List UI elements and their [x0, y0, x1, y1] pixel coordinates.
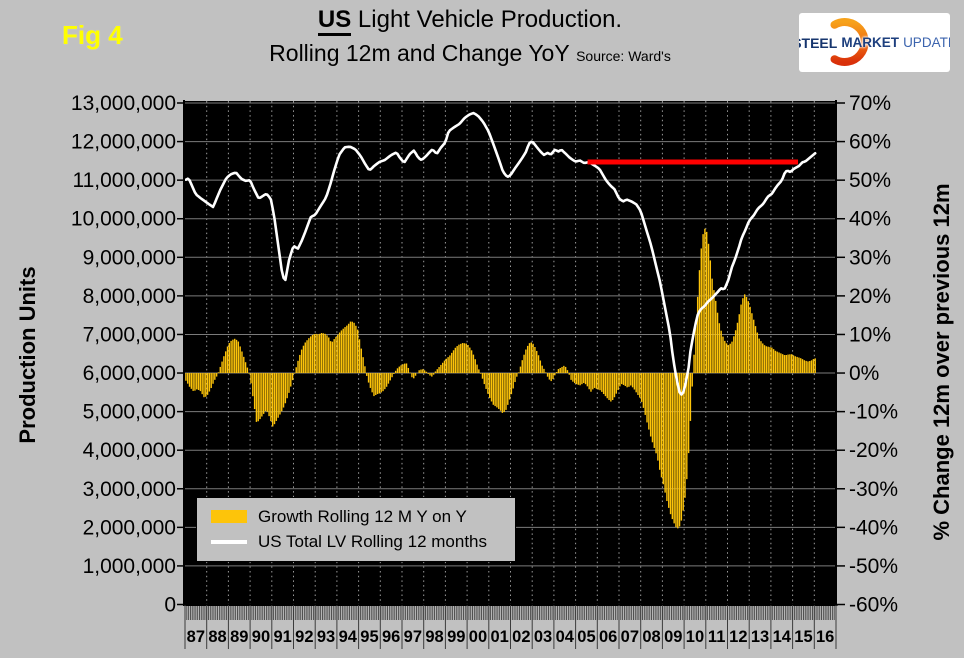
left-tick-label: 1,000,000: [83, 555, 176, 578]
left-tick-label: 8,000,000: [83, 285, 176, 308]
left-tick-label: 12,000,000: [71, 131, 176, 154]
left-tick-label: 11,000,000: [72, 169, 176, 192]
x-tick-label: 89: [230, 628, 248, 646]
source-note: Source: Ward's: [576, 48, 671, 64]
right-tick-label: -30%: [849, 478, 898, 501]
x-tick-label: 04: [556, 628, 575, 646]
left-tick-label: 13,000,000: [71, 92, 176, 115]
left-tick-label: 4,000,000: [83, 439, 176, 462]
x-tick-label: 95: [360, 628, 378, 646]
chart-title-us: US: [317, 6, 352, 36]
left-tick-label: 0: [164, 594, 176, 617]
left-tick-label: 5,000,000: [83, 401, 176, 424]
x-tick-label: 91: [273, 628, 291, 646]
x-tick-label: 09: [664, 628, 682, 646]
left-tick-label: 6,000,000: [83, 362, 176, 385]
x-tick-label: 88: [208, 628, 226, 646]
right-tick-label: 20%: [849, 285, 891, 308]
right-tick-label: 40%: [849, 208, 891, 231]
x-tick-label: 02: [512, 628, 530, 646]
chart-title-line2: Rolling 12m and Change YoY Source: Ward'…: [269, 40, 671, 66]
figure-number-label: Fig 4: [62, 20, 123, 50]
x-tick-label: 96: [382, 628, 400, 646]
left-tick-label: 7,000,000: [83, 323, 176, 346]
right-tick-label: -20%: [849, 439, 898, 462]
logo-word-steel: STEEL: [799, 34, 838, 51]
x-tick-label: 93: [317, 628, 335, 646]
chart-title-rest: Light Vehicle Production.: [351, 6, 623, 33]
x-tick-label: 12: [729, 628, 747, 646]
right-tick-label: -40%: [849, 516, 898, 539]
logo-word-market: MARKET: [841, 35, 900, 50]
x-tick-label: 92: [295, 628, 313, 646]
x-tick-label: 98: [425, 628, 443, 646]
x-tick-label: 99: [447, 628, 465, 646]
x-tick-label: 08: [642, 628, 660, 646]
x-tick-label: 16: [816, 628, 834, 646]
legend-label-rolling: US Total LV Rolling 12 months: [258, 532, 487, 552]
right-tick-label: 10%: [849, 323, 891, 346]
left-tick-label: 9,000,000: [83, 246, 176, 269]
right-tick-label: 60%: [849, 131, 891, 154]
left-tick-label: 3,000,000: [83, 478, 176, 501]
x-tick-label: 94: [339, 628, 358, 646]
right-tick-label: 0%: [849, 362, 879, 385]
legend-box: Growth Rolling 12 M Y on Y US Total LV R…: [196, 497, 516, 562]
x-tick-label: 07: [621, 628, 639, 646]
legend-item-rolling: US Total LV Rolling 12 months: [211, 532, 515, 552]
x-tick-label: 03: [534, 628, 552, 646]
x-tick-label: 11: [708, 628, 725, 646]
legend-line-swatch: [211, 540, 247, 545]
logo-text: STEELMARKETUPDATE: [799, 13, 950, 72]
left-tick-label: 10,000,000: [71, 208, 176, 231]
legend-bar-swatch: [211, 510, 247, 524]
left-tick-label: 2,000,000: [83, 516, 176, 539]
x-tick-label: 14: [773, 628, 792, 646]
right-tick-label: 70%: [849, 92, 891, 115]
x-tick-label: 01: [490, 628, 508, 646]
x-tick-label: 10: [686, 628, 704, 646]
x-tick-label: 06: [599, 628, 617, 646]
x-tick-label: 87: [187, 628, 205, 646]
right-tick-label: -50%: [849, 555, 898, 578]
x-tick-label: 90: [252, 628, 270, 646]
x-tick-label: 97: [404, 628, 422, 646]
x-tick-label: 15: [794, 628, 812, 646]
x-tick-label: 13: [751, 628, 769, 646]
right-tick-label: -10%: [849, 401, 898, 424]
right-tick-label: 50%: [849, 169, 891, 192]
right-tick-label: -60%: [849, 594, 898, 617]
logo-crescent-icon: [830, 18, 869, 66]
chart-title-block: US Light Vehicle Production. Rolling 12m…: [150, 6, 790, 67]
x-tick-label: 05: [577, 628, 595, 646]
right-tick-label: 30%: [849, 246, 891, 269]
legend-label-growth: Growth Rolling 12 M Y on Y: [258, 506, 467, 526]
chart-title-line1: US Light Vehicle Production.: [150, 6, 790, 36]
legend-item-growth: Growth Rolling 12 M Y on Y: [211, 507, 515, 527]
steel-market-update-logo: STEELMARKETUPDATE: [799, 13, 950, 72]
x-tick-label: 00: [469, 628, 487, 646]
logo-word-update: UPDATE: [903, 35, 950, 50]
